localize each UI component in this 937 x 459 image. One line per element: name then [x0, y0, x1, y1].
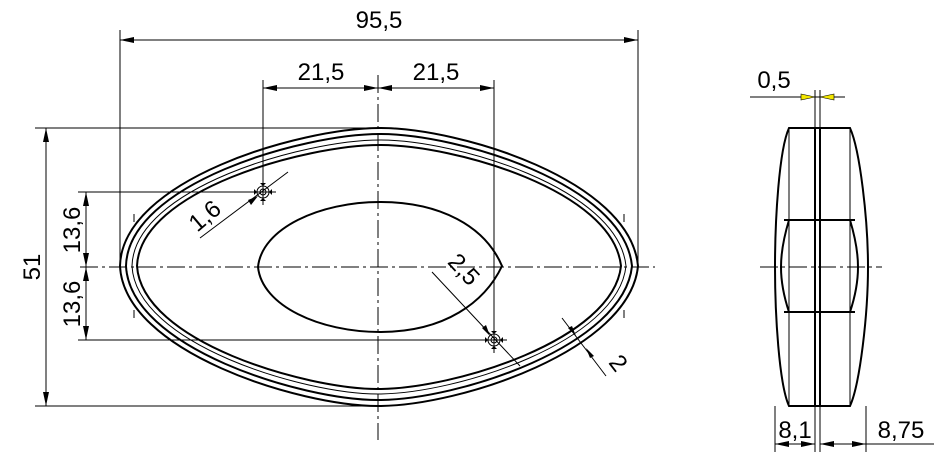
- dim-hole-diameter-label: 2,5: [442, 248, 485, 291]
- dim-side-right: 8,75: [819, 406, 934, 452]
- dim-hole-diameter: 2,5: [431, 248, 521, 367]
- dim-hole-vertical-offsets: 13,6 13,6: [59, 191, 494, 341]
- dim-overall-width: 95,5: [119, 7, 639, 266]
- dim-side-right-label: 8,75: [878, 417, 925, 444]
- dim-hole-offset-upper-label: 13,6: [59, 207, 86, 254]
- dim-seam-gap: 0,5: [750, 67, 845, 128]
- dim-seam-gap-label: 0,5: [757, 67, 790, 94]
- front-view: 95,5 21,5 21,5 51: [19, 7, 655, 440]
- dim-overall-height: 51: [19, 127, 380, 407]
- rim-contour-1: [124, 132, 634, 402]
- dim-side-left: 8,1: [774, 406, 816, 452]
- center-window: [256, 200, 504, 334]
- dim-rim-width-label: 2: [603, 350, 633, 377]
- dim-hole-offset-left-label: 21,5: [298, 59, 345, 86]
- dim-hole-offset-right-label: 21,5: [413, 59, 460, 86]
- side-view: 0,5 8,1 8,75: [750, 67, 934, 452]
- inner-rim-contour: [135, 143, 623, 391]
- dim-overall-height-label: 51: [19, 254, 46, 281]
- dim-hole-offsets: 21,5 21,5: [262, 59, 495, 340]
- rim-contour-2: [131, 139, 627, 395]
- dim-overall-width-label: 95,5: [356, 7, 403, 34]
- dim-hole-offset-lower-label: 13,6: [59, 281, 86, 328]
- dim-small-hole-label: 1,6: [184, 195, 227, 237]
- dim-side-left-label: 8,1: [778, 417, 811, 444]
